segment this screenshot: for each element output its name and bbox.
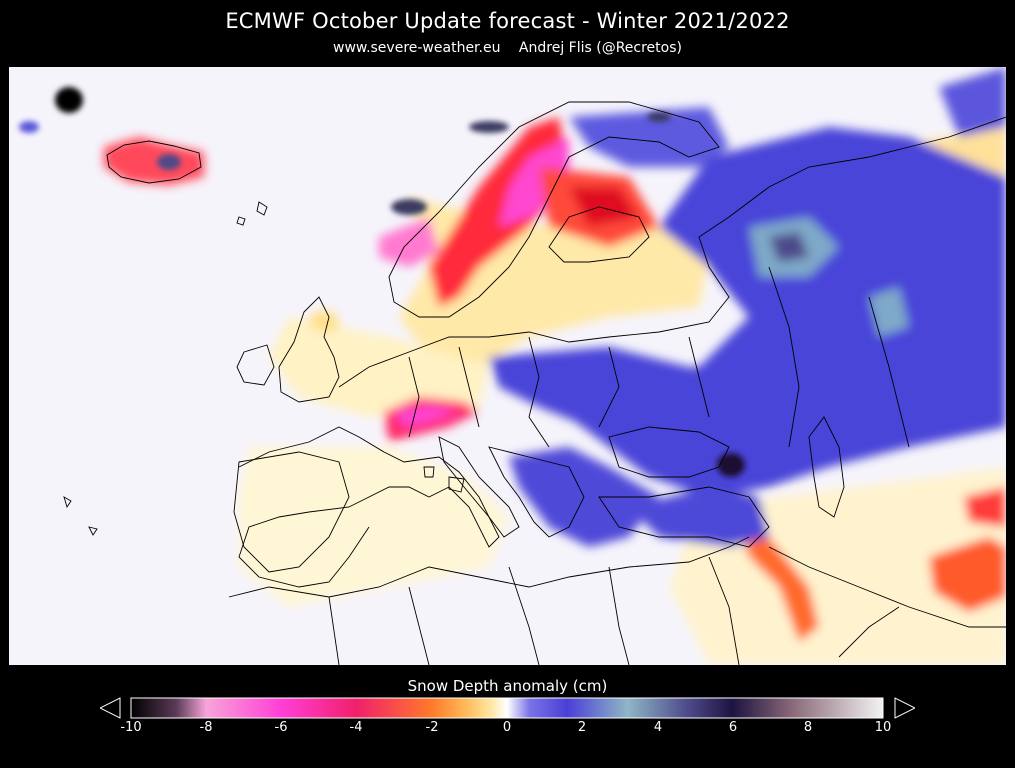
colorbar-graphic [98, 697, 917, 719]
tick-label: 8 [803, 720, 813, 735]
anomaly-field [104, 67, 1006, 665]
tick-label: -4 [349, 720, 363, 735]
colorbar-ticks: -10 -8 -6 -4 -2 0 2 4 6 8 10 [0, 720, 1015, 740]
map-graphic [19, 67, 1006, 665]
author-credit: Andrej Flis (@Recretos) [518, 40, 682, 56]
tick-label: 6 [728, 720, 738, 735]
colorbar [98, 695, 917, 721]
tick-label: -10 [120, 720, 142, 735]
anomaly-extremes [19, 87, 745, 477]
tick-label: 10 [874, 720, 892, 735]
tick-label: -2 [425, 720, 439, 735]
coastlines [63, 101, 1006, 665]
tick-label: -6 [274, 720, 288, 735]
colorbar-max-arrow [894, 697, 917, 719]
snow-depth-anomaly-map [9, 67, 1006, 665]
colorbar-gradient [130, 697, 884, 719]
source-url: www.severe-weather.eu [333, 40, 501, 56]
tick-label: -8 [199, 720, 213, 735]
tick-label: 2 [577, 720, 587, 735]
map-subtitle: www.severe-weather.eu Andrej Flis (@Recr… [0, 40, 1015, 56]
tick-label: 4 [653, 720, 663, 735]
colorbar-min-arrow [98, 697, 121, 719]
legend-title: Snow Depth anomaly (cm) [407, 677, 608, 695]
map-title: ECMWF October Update forecast - Winter 2… [225, 9, 790, 33]
tick-label: 0 [502, 720, 512, 735]
